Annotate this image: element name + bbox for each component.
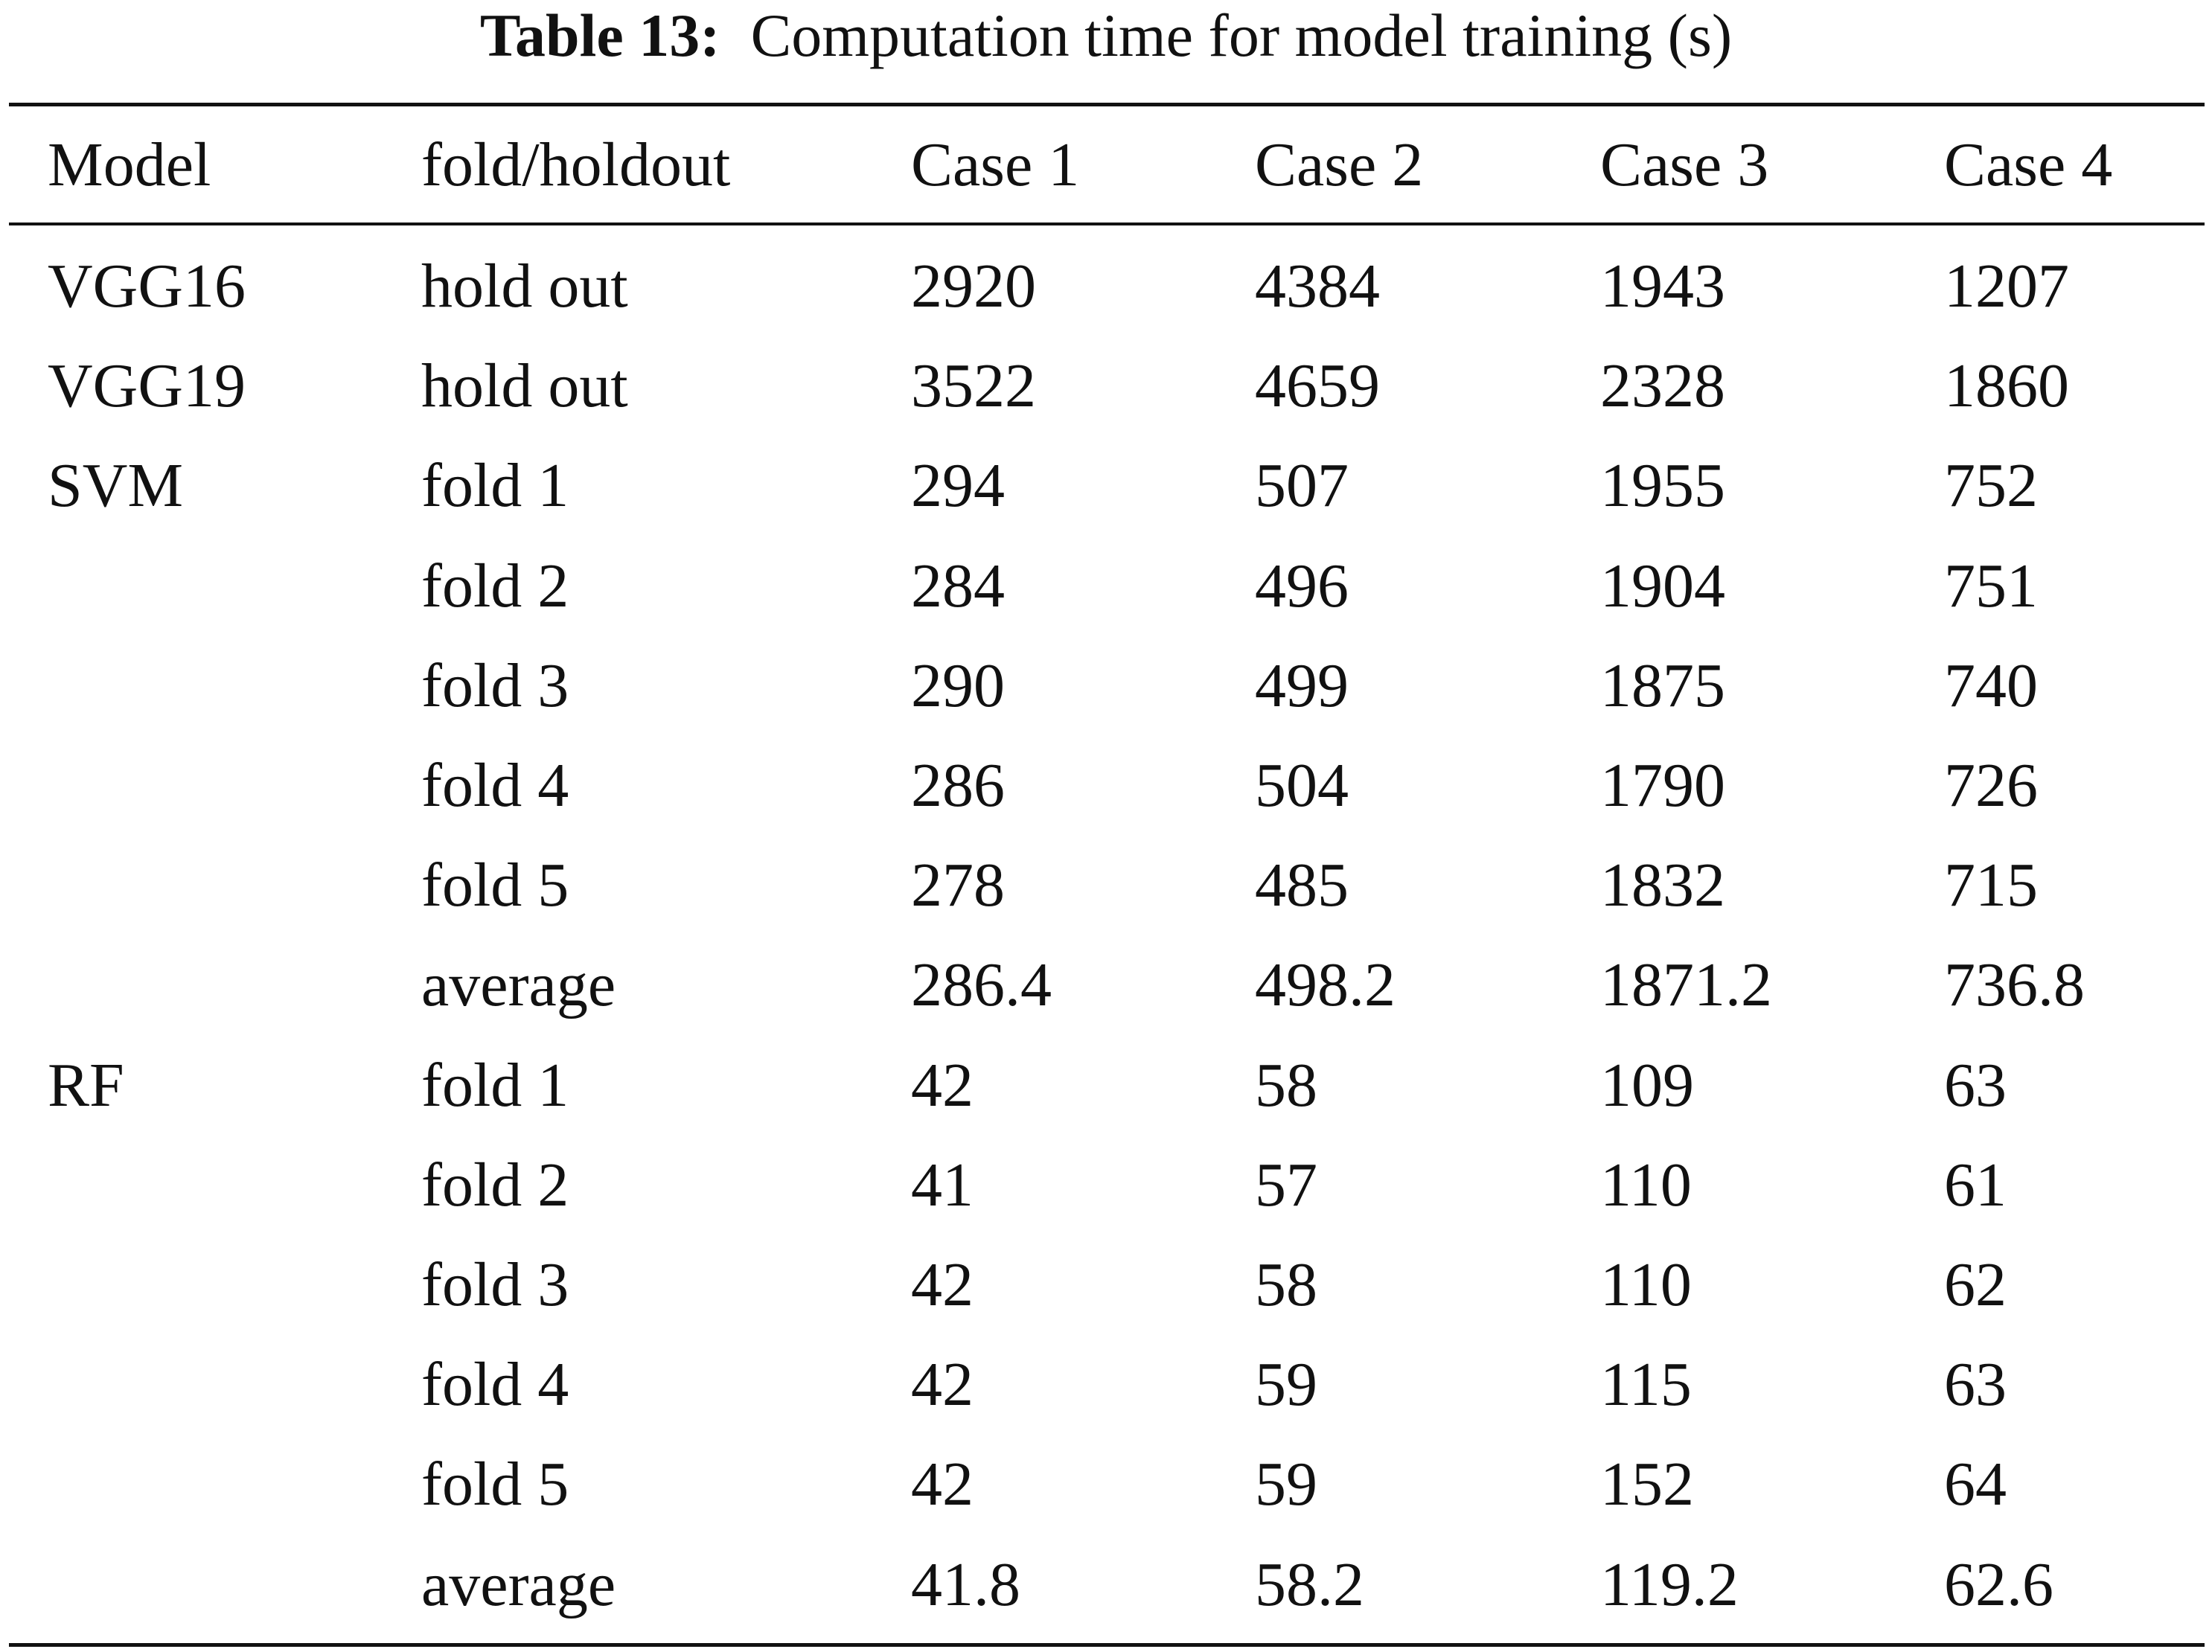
table-cell-case-1: 41 [911, 1150, 974, 1220]
table-cell-case-4: 751 [1944, 551, 2038, 621]
table-cell-case-3: 1871.2 [1600, 950, 1772, 1019]
table-cell-case-1: 42 [911, 1250, 974, 1319]
table-caption: Table 13: Computation time for model tra… [0, 0, 2212, 71]
table-cell-fold: average [421, 1550, 616, 1619]
table-top-rule [9, 103, 2205, 106]
table-header-rule [9, 222, 2205, 225]
table-cell-case-3: 119.2 [1600, 1550, 1739, 1619]
column-header-case-2: Case 2 [1255, 130, 1424, 199]
table-cell-case-4: 736.8 [1944, 950, 2085, 1019]
table-cell-model: VGG19 [48, 351, 246, 420]
table-cell-case-1: 290 [911, 651, 1005, 720]
table-cell-fold: fold 2 [421, 551, 569, 621]
column-header-fold: fold/holdout [421, 130, 731, 199]
table-cell-case-2: 504 [1255, 751, 1349, 820]
table-cell-case-4: 63 [1944, 1051, 2007, 1120]
table-cell-case-1: 41.8 [911, 1550, 1020, 1619]
table-cell-case-3: 110 [1600, 1250, 1692, 1319]
table-cell-case-1: 42 [911, 1051, 974, 1120]
table-cell-case-1: 42 [911, 1450, 974, 1519]
table-cell-case-4: 64 [1944, 1450, 2007, 1519]
column-header-case-1: Case 1 [911, 130, 1080, 199]
table-cell-fold: fold 1 [421, 1051, 569, 1120]
table-cell-case-4: 61 [1944, 1150, 2007, 1220]
table-cell-case-4: 62.6 [1944, 1550, 2053, 1619]
table-cell-case-1: 3522 [911, 351, 1036, 420]
table-cell-fold: fold 3 [421, 1250, 569, 1319]
table-bottom-rule [9, 1643, 2205, 1647]
table-cell-case-1: 286.4 [911, 950, 1052, 1019]
table-cell-case-3: 1943 [1600, 252, 1725, 321]
table-cell-case-2: 58 [1255, 1250, 1317, 1319]
table-cell-model: VGG16 [48, 252, 246, 321]
table-cell-case-4: 63 [1944, 1350, 2007, 1419]
table-cell-case-2: 58.2 [1255, 1550, 1364, 1619]
table-cell-case-1: 2920 [911, 252, 1036, 321]
table-cell-case-4: 62 [1944, 1250, 2007, 1319]
table-cell-case-1: 284 [911, 551, 1005, 621]
table-cell-case-4: 1207 [1944, 252, 2069, 321]
table-caption-label: Table 13: [479, 1, 720, 69]
table-cell-fold: fold 3 [421, 651, 569, 720]
table-cell-fold: fold 4 [421, 751, 569, 820]
table-cell-case-1: 286 [911, 751, 1005, 820]
column-header-model: Model [48, 130, 211, 199]
table-cell-case-4: 715 [1944, 851, 2038, 920]
table-cell-fold: hold out [421, 351, 628, 420]
table-cell-case-3: 2328 [1600, 351, 1725, 420]
table-cell-case-3: 152 [1600, 1450, 1694, 1519]
table-cell-case-3: 109 [1600, 1051, 1694, 1120]
table-cell-fold: hold out [421, 252, 628, 321]
column-header-case-4: Case 4 [1944, 130, 2113, 199]
table-cell-case-3: 1790 [1600, 751, 1725, 820]
table-cell-case-2: 496 [1255, 551, 1349, 621]
table-cell-case-3: 1832 [1600, 851, 1725, 920]
table-cell-case-2: 4384 [1255, 252, 1380, 321]
table-cell-case-2: 499 [1255, 651, 1349, 720]
table-cell-case-3: 115 [1600, 1350, 1692, 1419]
table-cell-case-2: 485 [1255, 851, 1349, 920]
table-cell-case-1: 294 [911, 451, 1005, 520]
table-cell-model: RF [48, 1051, 124, 1120]
table-cell-case-2: 4659 [1255, 351, 1380, 420]
column-header-case-3: Case 3 [1600, 130, 1769, 199]
table-cell-case-4: 752 [1944, 451, 2038, 520]
table-cell-fold: fold 1 [421, 451, 569, 520]
table-cell-case-4: 726 [1944, 751, 2038, 820]
table-cell-fold: fold 2 [421, 1150, 569, 1220]
table-cell-case-2: 58 [1255, 1051, 1317, 1120]
table-cell-case-1: 278 [911, 851, 1005, 920]
table-cell-fold: fold 5 [421, 1450, 569, 1519]
table-cell-case-2: 59 [1255, 1450, 1317, 1519]
table-cell-case-3: 110 [1600, 1150, 1692, 1220]
table-cell-case-1: 42 [911, 1350, 974, 1419]
table-cell-case-2: 57 [1255, 1150, 1317, 1220]
table-cell-case-4: 740 [1944, 651, 2038, 720]
table-cell-fold: fold 4 [421, 1350, 569, 1419]
table-cell-model: SVM [48, 451, 184, 520]
table-cell-case-3: 1904 [1600, 551, 1725, 621]
table-cell-case-4: 1860 [1944, 351, 2069, 420]
table-cell-case-2: 59 [1255, 1350, 1317, 1419]
table-cell-case-3: 1875 [1600, 651, 1725, 720]
table-cell-fold: fold 5 [421, 851, 569, 920]
table-caption-text: Computation time for model training (s) [750, 1, 1733, 69]
table-cell-case-3: 1955 [1600, 451, 1725, 520]
table-cell-fold: average [421, 950, 616, 1019]
table-cell-case-2: 507 [1255, 451, 1349, 520]
table-cell-case-2: 498.2 [1255, 950, 1396, 1019]
